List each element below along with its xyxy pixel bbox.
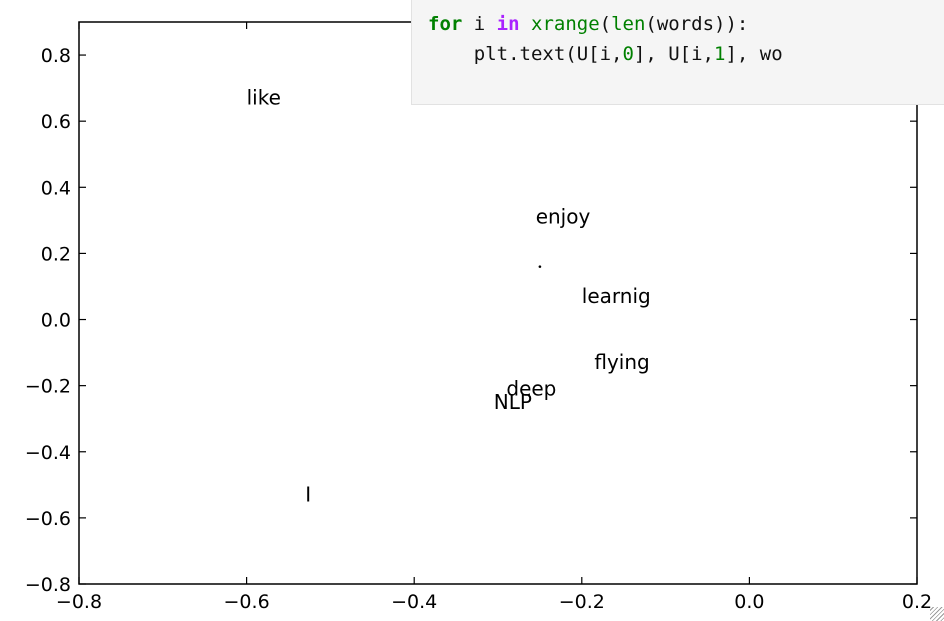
code-line-2: plt.text(U[i,0], U[i,1], wo xyxy=(428,43,783,65)
x-tick-label: −0.4 xyxy=(391,591,437,613)
y-tick-label: −0.8 xyxy=(25,574,71,596)
word-label-flying: flying xyxy=(594,350,649,374)
code-line-1: for i in xrange(len(words)): xyxy=(428,13,748,35)
y-tick-label: −0.6 xyxy=(25,508,71,530)
point-marker xyxy=(538,265,542,268)
resize-grip-icon[interactable] xyxy=(930,607,944,621)
word-label-deep: deep xyxy=(506,377,556,401)
code-cell[interactable]: for i in xrange(len(words)): plt.text(U[… xyxy=(411,0,944,105)
word-label-i: I xyxy=(305,482,311,506)
x-axis-tick-labels: −0.8 −0.6 −0.4 −0.2 0.0 0.2 xyxy=(56,591,932,613)
x-tick-label: −0.8 xyxy=(56,591,102,613)
code-token xyxy=(520,13,531,35)
code-token: i xyxy=(462,13,497,35)
x-tick-label: 0.2 xyxy=(902,591,932,613)
x-tick-label: 0.0 xyxy=(734,591,764,613)
keyword-for: for xyxy=(428,13,463,35)
code-token: plt.text(U[i, xyxy=(428,43,623,65)
x-tick-label: −0.2 xyxy=(559,591,605,613)
builtin-xrange: xrange xyxy=(531,13,600,35)
y-tick-label: 0.0 xyxy=(41,310,71,332)
word-label-nlp: NLP xyxy=(494,390,532,414)
word-label-like: like xyxy=(247,86,281,110)
keyword-in: in xyxy=(496,13,520,35)
y-tick-label: 0.4 xyxy=(41,177,71,199)
axes-frame xyxy=(78,21,918,585)
y-tick-label: −0.2 xyxy=(25,376,71,398)
code-token: ], wo xyxy=(725,43,783,65)
word-label-enjoy: enjoy xyxy=(536,205,591,229)
number-literal: 1 xyxy=(714,43,726,65)
builtin-len: len xyxy=(611,13,646,35)
y-tick-label: 0.6 xyxy=(41,111,71,133)
y-tick-label: −0.4 xyxy=(25,442,71,464)
x-tick-label: −0.6 xyxy=(224,591,270,613)
y-tick-label: 0.8 xyxy=(41,45,71,67)
y-tick-label: 0.2 xyxy=(41,243,71,265)
code-token: (words)): xyxy=(645,13,749,35)
code-token: ( xyxy=(599,13,612,35)
number-literal: 0 xyxy=(622,43,634,65)
axis-ticks xyxy=(78,22,918,585)
code-token: ], U[i, xyxy=(633,43,714,65)
y-axis-tick-labels: −0.8 −0.6 −0.4 −0.2 0.0 0.2 0.4 0.6 0.8 xyxy=(25,45,71,596)
word-label-learnig: learnig xyxy=(582,284,651,308)
